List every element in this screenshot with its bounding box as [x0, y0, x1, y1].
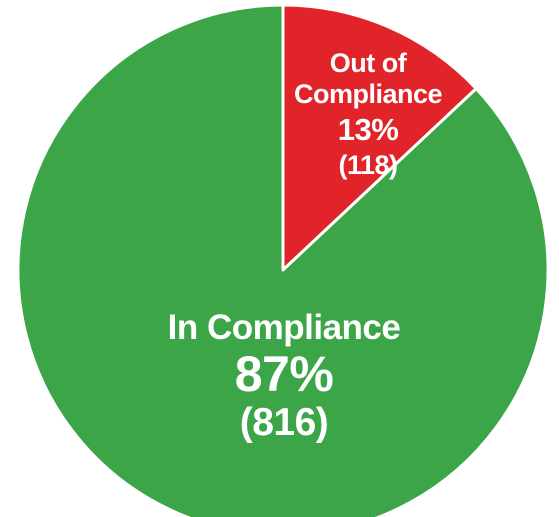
category-label: Out of Compliance [293, 48, 443, 110]
pie-slice [281, 3, 478, 272]
value-label: 13% [337, 112, 399, 148]
slice-label: Out of Compliance 13% (118) [283, 48, 453, 181]
pie-slice [16, 3, 550, 517]
category-label: In Compliance [167, 308, 401, 347]
count-label: (118) [338, 149, 398, 180]
slice-label: In Compliance 87% (816) [104, 308, 464, 446]
count-label: (816) [239, 400, 329, 444]
value-label: 87% [234, 346, 334, 403]
